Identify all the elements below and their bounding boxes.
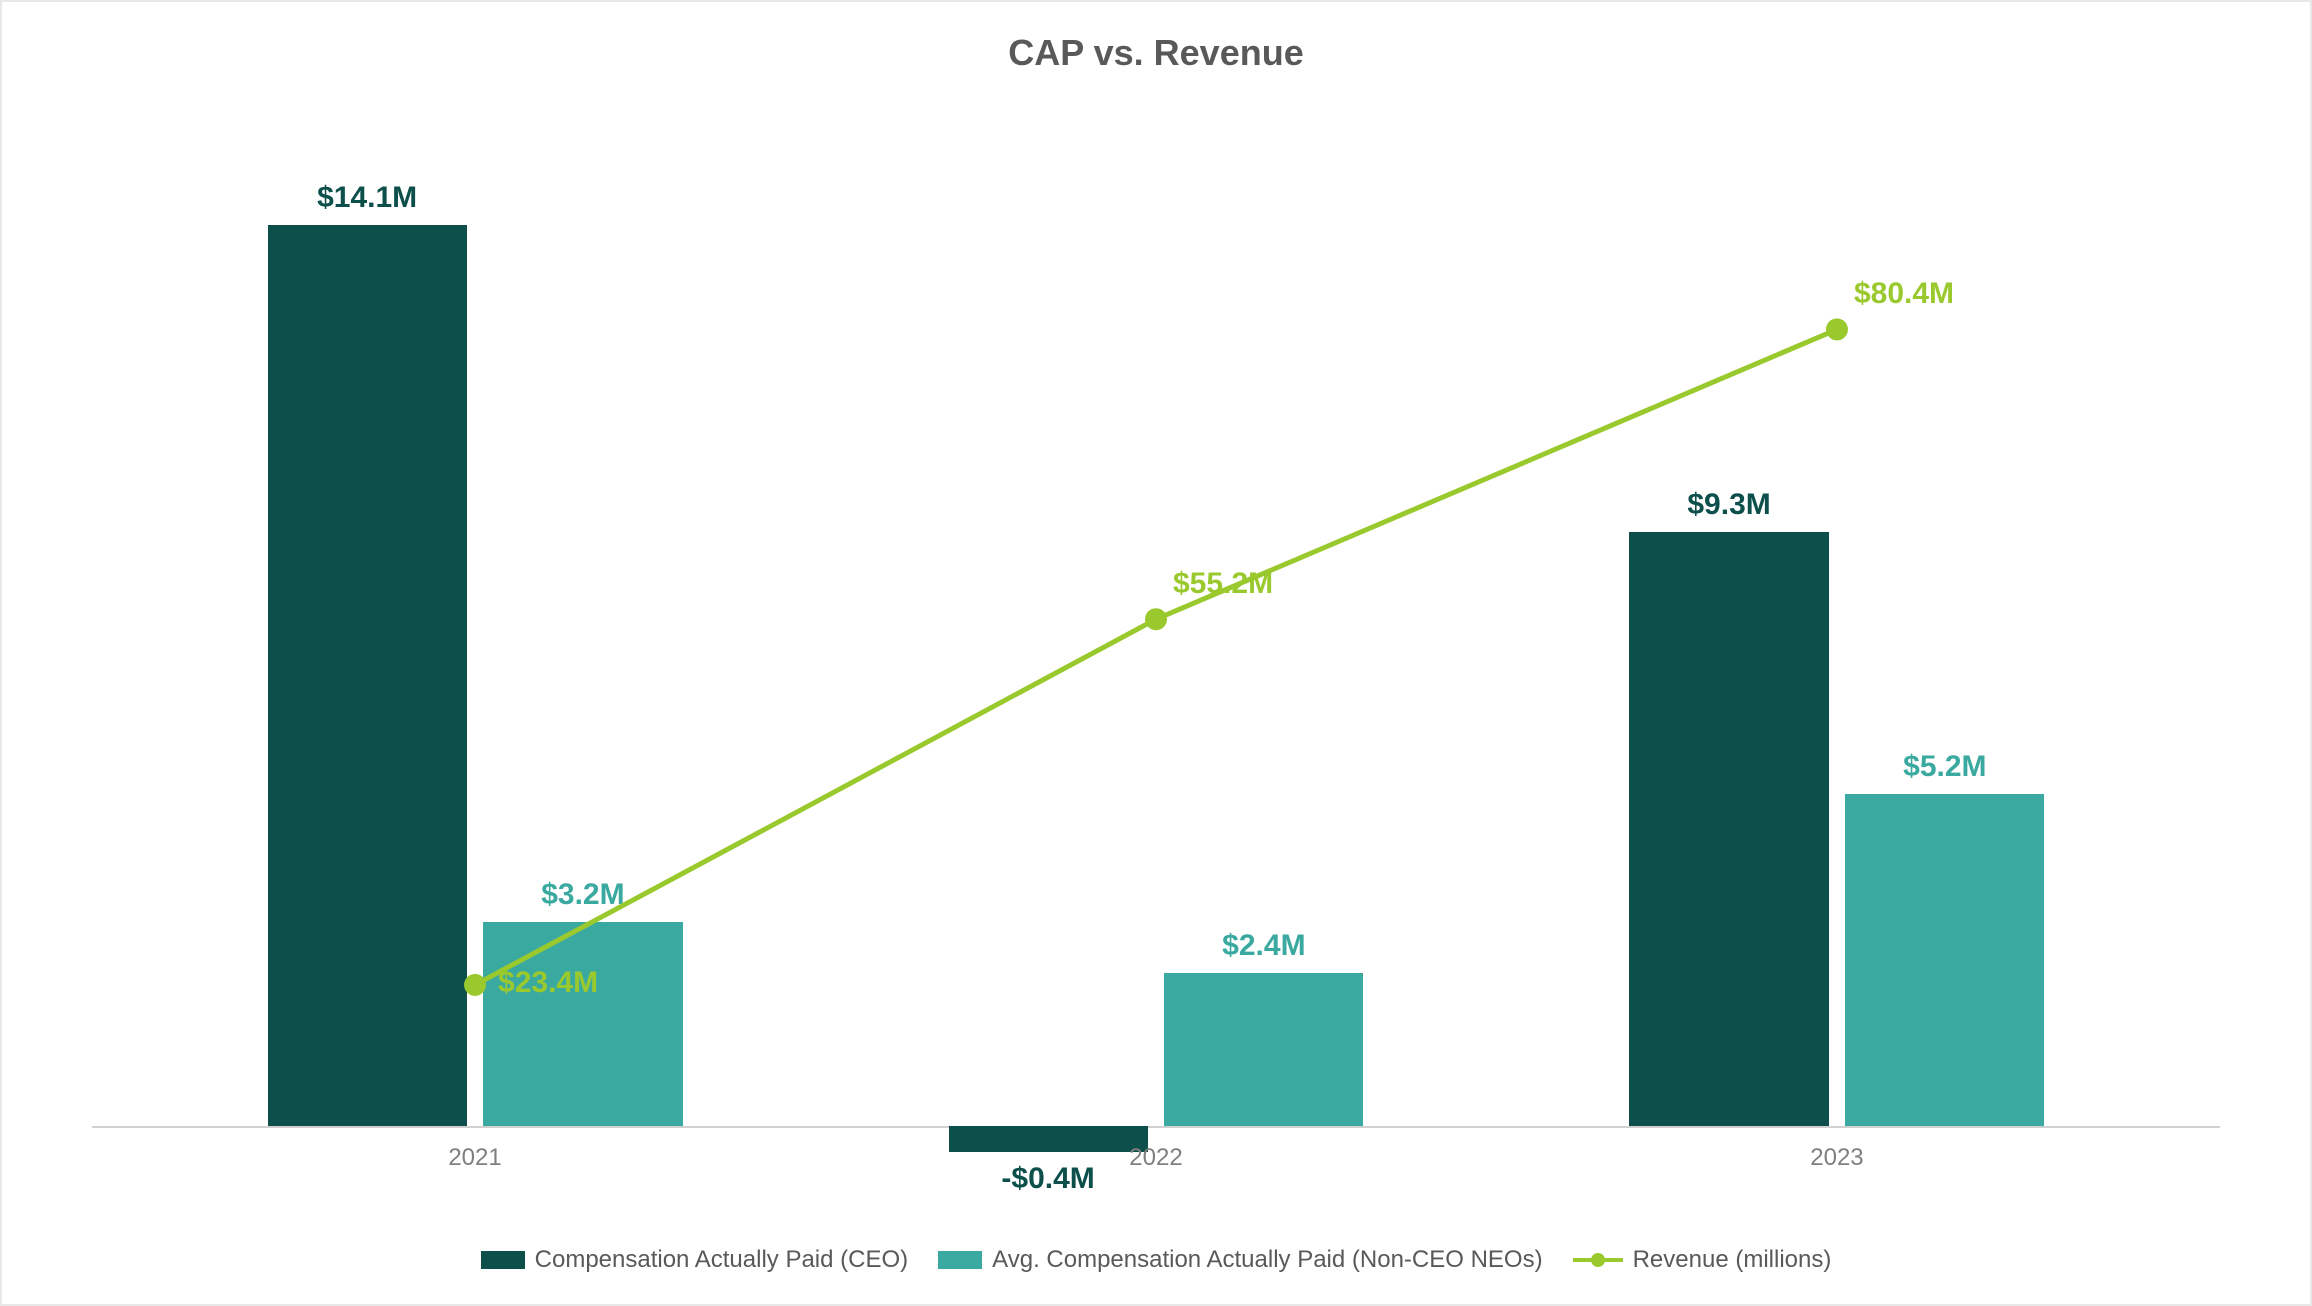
- revenue-line-marker: [1145, 608, 1167, 630]
- revenue-line-label: $23.4M: [498, 966, 598, 1000]
- revenue-line-marker: [1826, 318, 1848, 340]
- legend-line-icon: [1573, 1251, 1623, 1269]
- chart-title: CAP vs. Revenue: [52, 32, 2260, 74]
- revenue-line-marker: [464, 974, 486, 996]
- revenue-line-label: $80.4M: [1854, 277, 1954, 311]
- chart-frame: CAP vs. Revenue $14.1M$3.2M2021-$0.4M$2.…: [0, 0, 2312, 1306]
- plot-area: $14.1M$3.2M2021-$0.4M$2.4M2022$9.3M$5.2M…: [92, 104, 2220, 1226]
- revenue-line-path: [475, 329, 1837, 985]
- revenue-line-label: $55.2M: [1173, 567, 1273, 601]
